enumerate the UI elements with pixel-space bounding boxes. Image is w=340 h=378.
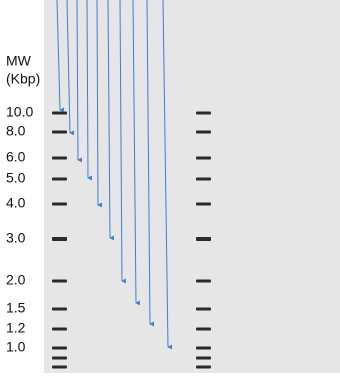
marker-label: 8.0 bbox=[6, 123, 26, 139]
marker-label: 3.0 bbox=[6, 230, 26, 246]
ladder-band bbox=[196, 328, 211, 331]
ladder-band bbox=[52, 112, 67, 115]
ladder-band bbox=[196, 203, 211, 206]
ladder-band bbox=[196, 357, 211, 360]
marker-label: 1.2 bbox=[6, 320, 26, 336]
ladder-band bbox=[52, 237, 67, 241]
marker-label: 5.0 bbox=[6, 170, 26, 186]
ladder-band bbox=[52, 328, 67, 331]
ladder-band bbox=[52, 308, 67, 311]
ladder-band bbox=[196, 157, 211, 160]
ladder-band bbox=[196, 347, 211, 350]
ladder-band bbox=[52, 366, 67, 369]
ladder-band bbox=[196, 131, 211, 134]
marker-label: 10.0 bbox=[6, 104, 33, 120]
axis-title-line1: MW bbox=[6, 53, 32, 69]
axis-title-line2: (Kbp) bbox=[6, 71, 40, 87]
marker-label: 4.0 bbox=[6, 195, 26, 211]
ladder-band bbox=[52, 157, 67, 160]
ladder-band bbox=[196, 112, 211, 115]
gel-figure: MW (Kbp) 10.0 8.0 6.0 5.0 4.0 3.0 2.0 1.5 1.2 1.0 bbox=[0, 0, 340, 373]
ladder-band bbox=[52, 280, 67, 283]
marker-label: 1.0 bbox=[6, 339, 26, 355]
ladder-band bbox=[52, 178, 67, 181]
ladder-band bbox=[196, 366, 211, 369]
ladder-band bbox=[52, 203, 67, 206]
ladder-band bbox=[196, 178, 211, 181]
ladder-band bbox=[52, 347, 67, 350]
gel-background bbox=[44, 0, 340, 373]
marker-label: 2.0 bbox=[6, 272, 26, 288]
ladder-band bbox=[196, 308, 211, 311]
ladder-band bbox=[196, 237, 211, 241]
marker-label: 6.0 bbox=[6, 149, 26, 165]
ladder-band bbox=[52, 131, 67, 134]
marker-label: 1.5 bbox=[6, 300, 26, 316]
ladder-band bbox=[52, 357, 67, 360]
ladder-band bbox=[196, 280, 211, 283]
